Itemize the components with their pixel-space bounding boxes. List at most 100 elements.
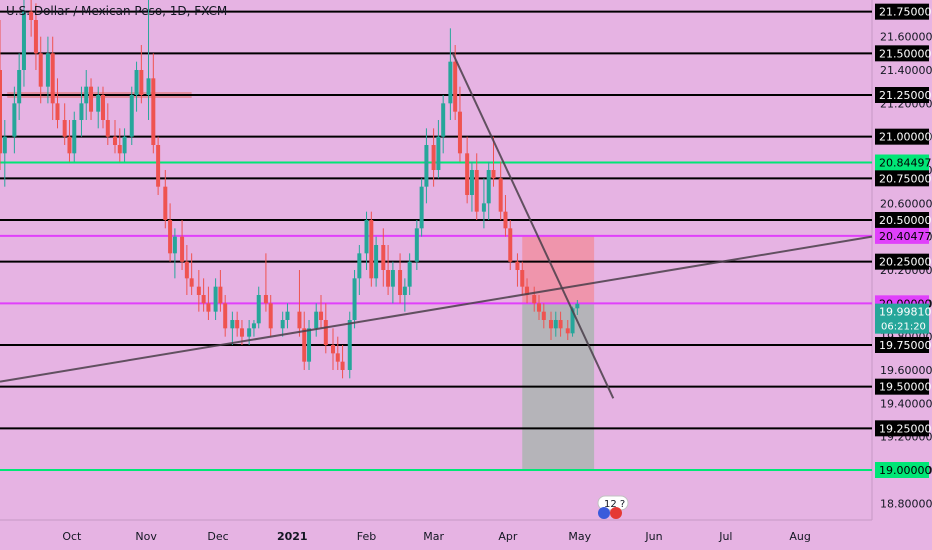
candle-body xyxy=(201,295,206,304)
candle-body xyxy=(146,78,151,95)
us-flag-icon[interactable] xyxy=(598,507,610,519)
price-tick-label: 20.60000 xyxy=(880,197,932,210)
candle-body xyxy=(503,211,508,229)
candle-body xyxy=(101,95,106,120)
candle-body xyxy=(151,78,156,145)
candle-body xyxy=(2,136,7,154)
candle-body xyxy=(84,86,89,104)
candle-body xyxy=(390,270,395,287)
candle-body xyxy=(323,320,328,345)
candle-body xyxy=(481,203,486,212)
candle-body xyxy=(196,286,201,295)
level-price-badge xyxy=(875,45,929,62)
time-tick-label: 2021 xyxy=(277,530,308,543)
candle-body xyxy=(62,120,67,137)
candle-body xyxy=(508,228,513,262)
events-badge-label[interactable]: 12 ? xyxy=(604,499,625,510)
candle-body xyxy=(335,353,340,362)
candle-body xyxy=(347,320,352,370)
level-price-badge xyxy=(875,227,929,244)
candle-body xyxy=(491,170,496,179)
candle-body xyxy=(553,320,558,329)
candle-body xyxy=(319,311,324,320)
level-price-label: 20.84497 xyxy=(879,157,932,170)
level-price-label: 20.25000 xyxy=(879,256,932,269)
trendline[interactable] xyxy=(451,52,615,399)
level-price-badge xyxy=(875,253,929,270)
candle-body xyxy=(29,11,34,20)
candle-body xyxy=(352,278,357,320)
level-price-label: 20.75000 xyxy=(879,172,932,185)
candle-body xyxy=(50,53,55,104)
level-price-label: 21.00000 xyxy=(879,131,932,144)
candle-body xyxy=(374,245,379,279)
time-tick-label: Dec xyxy=(207,530,228,543)
level-price-label: 19.25000 xyxy=(879,422,932,435)
level-price-badge xyxy=(875,3,929,20)
candle-body xyxy=(206,303,211,312)
candle-body xyxy=(457,111,462,154)
candle-body xyxy=(239,328,244,337)
chart-title: U.S. Dollar / Mexican Peso, 1D, FXCM xyxy=(6,4,228,18)
candle-body xyxy=(122,136,127,154)
candle-body xyxy=(89,86,94,112)
candle-body xyxy=(414,228,419,262)
candle-body xyxy=(285,311,290,320)
candle-body xyxy=(139,70,144,95)
candle-body xyxy=(297,311,302,329)
candle-body xyxy=(280,320,285,329)
candle-body xyxy=(307,328,312,362)
candle-body xyxy=(357,253,362,279)
level-price-badge xyxy=(875,87,929,103)
candle-body xyxy=(302,328,307,362)
candle-body xyxy=(537,303,542,312)
time-tick-label: Oct xyxy=(62,530,82,543)
current-price-label: 19.99810 xyxy=(879,306,932,319)
candle-body xyxy=(235,320,240,329)
candle-body xyxy=(575,303,580,309)
candle-body xyxy=(218,286,223,304)
candle-body xyxy=(184,261,189,279)
candle-body xyxy=(330,345,335,354)
candle-body xyxy=(314,311,319,329)
candle-body xyxy=(112,136,117,145)
candle-body xyxy=(256,295,261,324)
level-price-badge xyxy=(875,212,929,228)
candle-body xyxy=(134,70,139,95)
time-tick-label: Apr xyxy=(498,530,518,543)
candle-body xyxy=(251,323,256,329)
current-price-badge xyxy=(875,303,929,334)
candle-body xyxy=(498,178,503,212)
candle-body xyxy=(0,70,2,154)
candle-body xyxy=(156,145,161,187)
candle-body xyxy=(407,261,412,287)
level-price-badge xyxy=(875,128,929,145)
price-tick-label: 19.60000 xyxy=(880,364,932,377)
calendar-event-icon[interactable] xyxy=(610,507,622,519)
level-price-label: 19.50000 xyxy=(879,381,932,394)
candle-body xyxy=(381,245,386,270)
candle-body xyxy=(448,61,453,104)
candle-body xyxy=(364,220,369,254)
candle-body xyxy=(558,320,563,329)
level-price-badge xyxy=(875,154,929,171)
candle-body xyxy=(424,145,429,187)
trendline[interactable] xyxy=(0,235,873,383)
candle-body xyxy=(213,286,218,312)
price-tick-label: 21.40000 xyxy=(880,64,932,77)
time-tick-label: Nov xyxy=(135,530,157,543)
time-tick-label: Jun xyxy=(644,530,662,543)
candle-body xyxy=(189,278,194,287)
level-price-label: 20.50000 xyxy=(879,214,932,227)
time-tick-label: Jul xyxy=(718,530,732,543)
candle-body xyxy=(515,261,520,270)
candle-body xyxy=(105,120,110,137)
candle-body xyxy=(223,303,228,329)
candle-body xyxy=(369,220,374,279)
candle-body xyxy=(532,295,537,304)
time-tick-label: Feb xyxy=(357,530,376,543)
price-tick-label: 18.80000 xyxy=(880,497,932,510)
